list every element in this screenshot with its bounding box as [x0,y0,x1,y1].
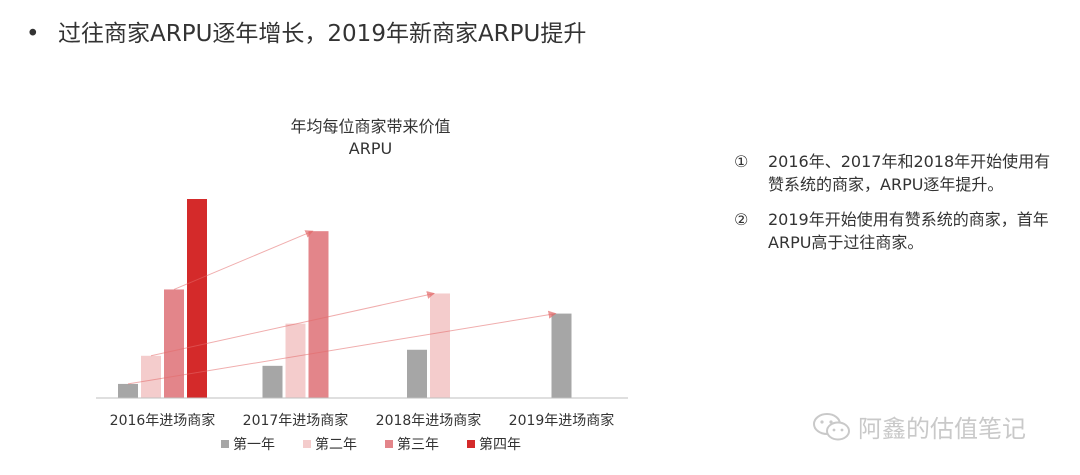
x-tick-label: 2016年进场商家 [110,412,216,429]
bar-第三年-2017年进场商家 [308,231,329,398]
bar-第二年-2016年进场商家 [141,355,161,398]
bullet-icon: • [26,21,40,47]
bar-第一年-2019年进场商家 [551,313,572,398]
note-number: ② [734,210,749,229]
bar-第一年-2016年进场商家 [118,383,138,398]
bar-第二年-2018年进场商家 [430,293,450,398]
legend-swatch-第二年 [303,440,311,448]
chart-title-line2: ARPU [348,139,393,158]
trend-arrow-第三年 [173,230,314,290]
note-number: ① [734,152,749,171]
trend-arrow-第一年 [127,310,557,385]
x-tick-label: 2018年进场商家 [376,412,482,429]
legend-label: 第二年 [315,436,357,453]
x-tick-label: 2019年进场商家 [509,412,615,429]
legend-swatch-第一年 [221,440,229,448]
note-text: 2019年开始使用有赞系统的商家，首年ARPU高于过往商家。 [768,210,1049,252]
trend-arrow-第二年 [150,291,435,357]
legend-swatch-第三年 [385,440,393,448]
chart-title: 年均每位商家带来价值 ARPU [248,116,493,160]
note-text: 2016年、2017年和2018年开始使用有赞系统的商家，ARPU逐年提升。 [768,152,1051,194]
watermark: 阿鑫的估值笔记 [812,409,1026,444]
bar-第三年-2016年进场商家 [164,289,184,398]
legend-label: 第四年 [479,436,521,453]
note-item: ② 2019年开始使用有赞系统的商家，首年ARPU高于过往商家。 [734,208,1064,254]
notes-panel: ① 2016年、2017年和2018年开始使用有赞系统的商家，ARPU逐年提升。… [734,150,1064,266]
watermark-text: 阿鑫的估值笔记 [858,415,1026,443]
bar-第四年-2016年进场商家 [187,199,207,398]
bar-第一年-2017年进场商家 [262,365,283,398]
heading-text: 过往商家ARPU逐年增长，2019年新商家ARPU提升 [58,21,587,47]
bar-第一年-2018年进场商家 [407,349,427,398]
note-item: ① 2016年、2017年和2018年开始使用有赞系统的商家，ARPU逐年提升。 [734,150,1064,196]
x-tick-label: 2017年进场商家 [243,412,349,429]
legend-swatch-第四年 [467,440,475,448]
wechat-icon [813,412,850,440]
slide-heading: • 过往商家ARPU逐年增长，2019年新商家ARPU提升 [26,14,586,48]
legend-label: 第三年 [397,436,439,453]
chart-title-line1: 年均每位商家带来价值 [290,117,451,136]
bar-第二年-2017年进场商家 [285,323,306,398]
legend-label: 第一年 [233,436,275,453]
